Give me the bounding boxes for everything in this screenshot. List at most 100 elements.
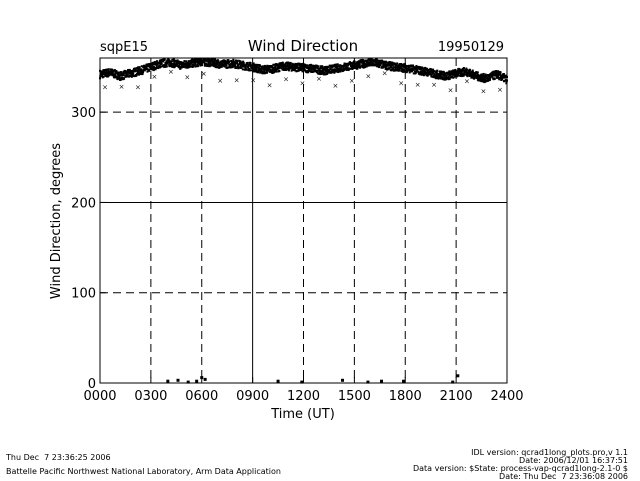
data-point xyxy=(367,61,370,64)
data-point xyxy=(322,71,325,74)
data-point xyxy=(350,67,353,70)
data-point xyxy=(425,67,428,70)
data-point xyxy=(306,71,309,74)
data-point xyxy=(363,66,366,69)
data-point xyxy=(214,59,217,62)
data-point xyxy=(484,73,487,76)
data-point xyxy=(433,74,436,77)
data-point xyxy=(203,377,207,381)
outlier-point: × xyxy=(135,83,141,91)
data-point xyxy=(367,63,370,66)
data-point xyxy=(328,70,331,73)
data-point xyxy=(226,66,229,69)
data-point xyxy=(462,67,465,70)
data-point xyxy=(299,65,302,68)
outlier-point: × xyxy=(267,82,273,90)
data-point xyxy=(320,65,323,68)
data-point xyxy=(314,67,317,70)
data-point xyxy=(240,66,243,69)
data-point xyxy=(464,68,467,71)
data-point xyxy=(430,70,433,73)
data-point xyxy=(289,63,292,66)
data-point xyxy=(143,65,146,68)
data-point xyxy=(337,68,340,71)
data-point xyxy=(107,75,110,78)
data-point xyxy=(335,69,338,72)
data-point xyxy=(136,72,139,75)
data-point xyxy=(499,71,502,74)
data-point xyxy=(311,71,314,74)
data-point xyxy=(168,65,171,68)
data-point xyxy=(107,70,110,73)
data-point xyxy=(456,74,459,77)
data-point xyxy=(339,68,342,71)
data-point xyxy=(504,76,507,79)
data-point xyxy=(216,66,219,69)
data-point xyxy=(204,58,207,61)
data-point xyxy=(407,69,410,72)
data-point xyxy=(185,62,188,65)
data-point xyxy=(135,67,138,70)
grid-lines xyxy=(100,58,507,383)
data-point xyxy=(465,67,468,70)
data-point xyxy=(360,64,363,67)
data-point xyxy=(251,65,254,68)
data-point xyxy=(217,64,220,67)
data-point xyxy=(133,75,136,78)
data-point xyxy=(324,73,327,76)
data-point xyxy=(343,64,346,67)
data-point xyxy=(460,72,463,75)
y-tick-label: 200 xyxy=(71,196,96,211)
data-point xyxy=(453,75,456,78)
data-point xyxy=(497,72,500,75)
data-point xyxy=(197,65,200,68)
data-point xyxy=(197,62,200,65)
outlier-point: × xyxy=(448,86,454,94)
data-point xyxy=(334,64,337,67)
data-point xyxy=(133,70,136,73)
data-point xyxy=(482,78,485,81)
data-point xyxy=(442,71,445,74)
data-point xyxy=(348,63,351,66)
data-point xyxy=(234,65,237,68)
data-point xyxy=(313,65,316,68)
data-point xyxy=(190,61,193,64)
data-point xyxy=(456,72,459,75)
data-point xyxy=(341,378,345,382)
outlier-point: × xyxy=(234,76,240,84)
data-point xyxy=(390,66,393,69)
data-point xyxy=(112,73,115,76)
data-point xyxy=(149,66,152,69)
data-point xyxy=(284,67,287,70)
data-point xyxy=(265,67,268,70)
data-point xyxy=(260,69,263,72)
data-point xyxy=(276,63,279,66)
data-point xyxy=(180,61,183,64)
data-point xyxy=(502,73,505,76)
data-point xyxy=(301,62,304,65)
data-point xyxy=(118,77,121,80)
data-point xyxy=(313,67,316,70)
data-point xyxy=(355,61,358,64)
data-point xyxy=(188,65,191,68)
data-point xyxy=(292,64,295,67)
data-point xyxy=(388,67,391,70)
data-point xyxy=(196,63,199,66)
data-point xyxy=(433,70,436,73)
data-point xyxy=(281,63,284,66)
data-point xyxy=(142,69,145,72)
data-point xyxy=(339,64,342,67)
data-point xyxy=(408,65,411,68)
data-point xyxy=(191,63,194,66)
data-point xyxy=(351,64,354,67)
data-point xyxy=(383,62,386,65)
x-tick-label: 2100 xyxy=(440,389,473,404)
data-point xyxy=(132,70,135,73)
data-point xyxy=(358,62,361,65)
data-point xyxy=(323,71,326,74)
data-point xyxy=(488,75,491,78)
data-point xyxy=(429,71,432,74)
data-point xyxy=(271,66,274,69)
data-point xyxy=(447,75,450,78)
data-point xyxy=(305,64,308,67)
